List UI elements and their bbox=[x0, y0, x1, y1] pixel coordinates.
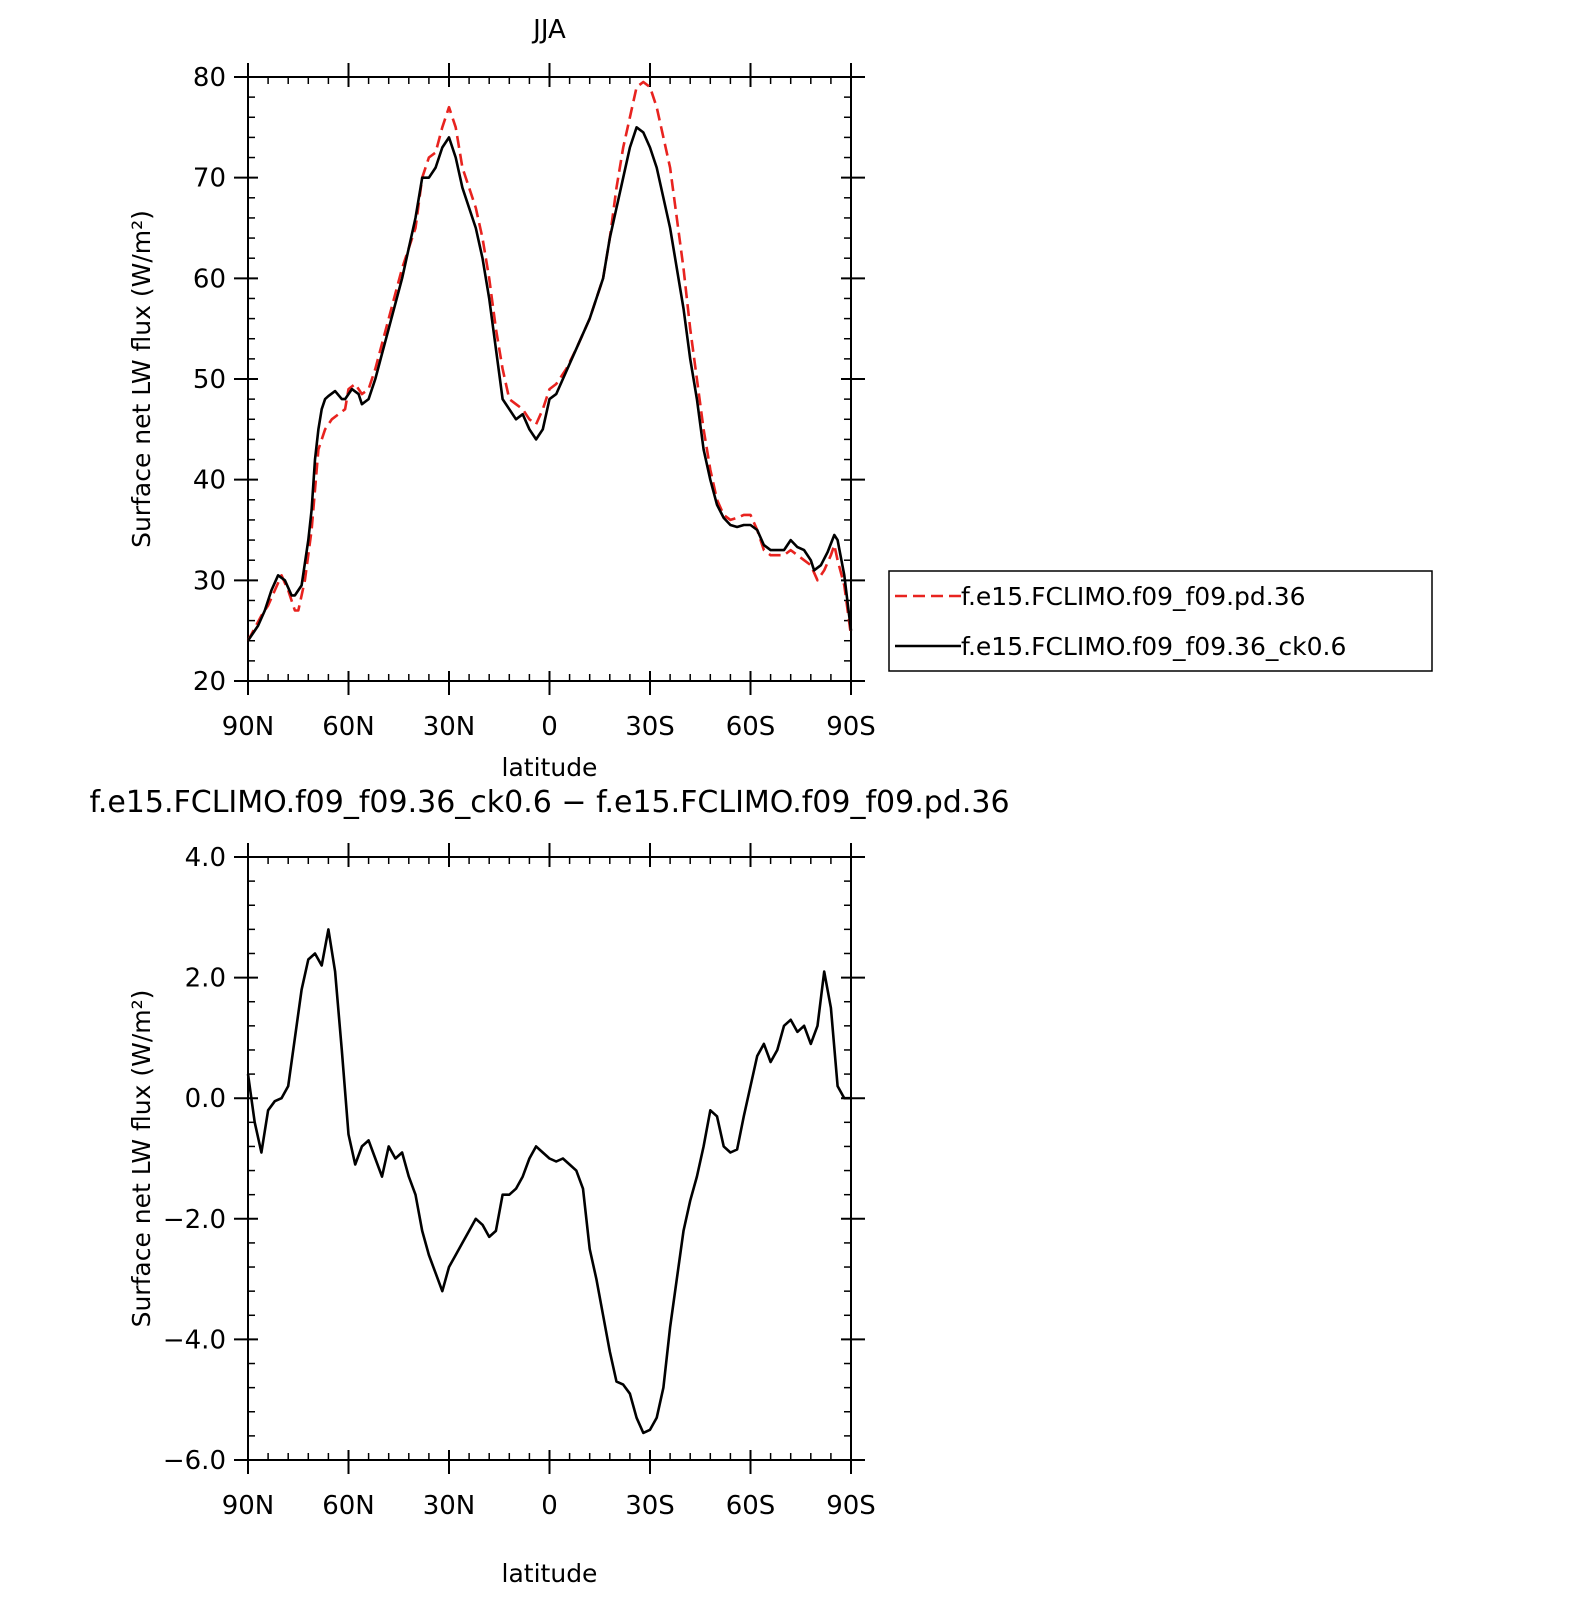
x-tick-label: 90S bbox=[826, 1491, 876, 1521]
y-tick-label: −6.0 bbox=[163, 1446, 226, 1476]
legend-label-1: f.e15.FCLIMO.f09_f09.pd.36 bbox=[961, 582, 1306, 611]
y-tick-label: 80 bbox=[193, 63, 226, 93]
x-tick-label: 30S bbox=[625, 712, 675, 742]
x-tick-label: 30S bbox=[625, 1491, 675, 1521]
y-tick-label: 30 bbox=[193, 566, 226, 596]
legend-box bbox=[888, 570, 1433, 672]
x-tick-label: 90N bbox=[222, 712, 275, 742]
x-axis-title: latitude bbox=[502, 1559, 598, 1588]
y-tick-label: 2.0 bbox=[185, 964, 226, 994]
y-tick-label: 60 bbox=[193, 264, 226, 294]
y-axis-title: Surface net LW flux (W/m²) bbox=[127, 990, 156, 1328]
series-line-2 bbox=[246, 126, 853, 642]
legend-label-2: f.e15.FCLIMO.f09_f09.36_ck0.6 bbox=[961, 632, 1346, 661]
bottom-chart: f.e15.FCLIMO.f09_f09.36_ck0.6 − f.e15.FC… bbox=[89, 785, 1009, 1588]
y-tick-label: −4.0 bbox=[163, 1325, 226, 1355]
x-tick-label: 60N bbox=[322, 712, 375, 742]
x-tick-label: 60S bbox=[726, 712, 776, 742]
x-axis-title: latitude bbox=[502, 753, 598, 782]
x-tick-label: 90S bbox=[826, 712, 876, 742]
plot-frame bbox=[247, 76, 852, 682]
series-line-1 bbox=[246, 928, 851, 1435]
y-tick-label: 40 bbox=[193, 466, 226, 496]
x-tick-label: 30N bbox=[423, 712, 476, 742]
y-axis-title: Surface net LW flux (W/m²) bbox=[127, 210, 156, 548]
y-tick-label: 50 bbox=[193, 365, 226, 395]
series-line-1 bbox=[246, 80, 853, 642]
x-tick-label: 30N bbox=[423, 1491, 476, 1521]
x-tick-label: 60N bbox=[322, 1491, 375, 1521]
y-tick-label: 4.0 bbox=[185, 843, 226, 873]
chart-title: JJA bbox=[531, 15, 566, 45]
y-tick-label: −2.0 bbox=[163, 1205, 226, 1235]
y-tick-label: 0.0 bbox=[185, 1084, 226, 1114]
top-chart: JJA 90N 60N 30N 0 30S 60S 90S latitude 80 70 60 50 40… bbox=[127, 15, 1433, 782]
x-tick-label: 60S bbox=[726, 1491, 776, 1521]
x-tick-label: 0 bbox=[541, 1491, 558, 1521]
y-tick-label: 20 bbox=[193, 667, 226, 697]
x-tick-label: 0 bbox=[541, 712, 558, 742]
chart-title: f.e15.FCLIMO.f09_f09.36_ck0.6 − f.e15.FC… bbox=[89, 785, 1009, 820]
y-tick-label: 70 bbox=[193, 164, 226, 194]
x-tick-label: 90N bbox=[222, 1491, 275, 1521]
